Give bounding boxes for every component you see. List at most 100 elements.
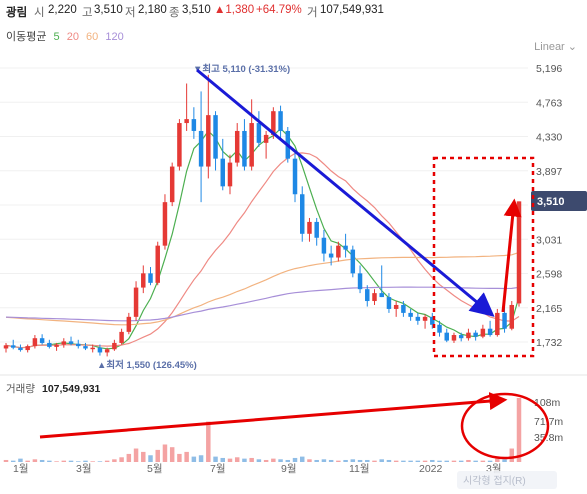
volume-bar	[54, 461, 59, 462]
candle-body	[372, 293, 377, 302]
open-value: 2,220	[48, 4, 77, 16]
close-label: 종	[169, 7, 180, 19]
volume-bar	[451, 460, 457, 462]
candle-body	[458, 335, 464, 339]
volume-bar	[292, 457, 298, 462]
price-tick-label: 3,897	[536, 166, 562, 178]
breakout-highlight-box	[432, 156, 535, 358]
time-tick-label: 2022	[419, 463, 443, 475]
candlestick-series	[3, 74, 522, 357]
volume-bar	[415, 460, 421, 462]
volume-bar	[234, 457, 240, 462]
watermark-text: 시각형 접지(R)	[463, 475, 526, 487]
volume-bar	[444, 460, 449, 462]
ma-20-line	[5, 152, 520, 349]
volume-bar	[227, 458, 233, 462]
candle-body	[422, 316, 428, 321]
candle-body	[213, 115, 218, 159]
time-tick-label: 5월	[147, 463, 163, 475]
volume-bar	[278, 459, 283, 462]
chevron-down-icon: ⌄	[567, 41, 577, 53]
close-value: 3,510	[182, 4, 211, 16]
candle-body	[365, 289, 370, 302]
price-grid	[0, 67, 528, 343]
volume-bar	[206, 421, 211, 462]
candle-body	[415, 316, 421, 321]
candle-body	[343, 245, 348, 250]
volume-bar	[90, 461, 95, 462]
volume-bar	[357, 459, 363, 462]
stock-header: 광림 시 2,220 고 3,510 저 2,180 종 3,510 ▲1,38…	[0, 0, 587, 22]
candle-body	[68, 341, 74, 344]
candle-body	[155, 245, 160, 283]
candle-body	[430, 316, 435, 325]
moving-average-legend[interactable]: 이동평균 5 20 60 120	[6, 28, 128, 44]
candle-body	[39, 338, 45, 343]
volume-bar	[343, 459, 348, 462]
candle-body	[386, 297, 392, 309]
candle-body	[112, 342, 117, 350]
candle-body	[54, 344, 59, 347]
open-label: 시	[34, 7, 45, 19]
volume-bar	[372, 460, 377, 462]
candle-body	[133, 287, 139, 317]
volume-bar	[285, 459, 291, 462]
candle-body	[141, 273, 146, 288]
volume-panel-label: 거래량	[6, 383, 35, 395]
volume-trend-arrow	[39, 392, 508, 439]
volume-bar	[10, 460, 16, 462]
price-tick-label: 4,763	[536, 97, 562, 109]
ma-120-label: 120	[105, 31, 124, 43]
price-tick-label: 3,031	[536, 234, 562, 246]
low-value: 2,180	[138, 4, 167, 16]
candle-body	[198, 130, 204, 167]
price-tick-label: 2,165	[536, 303, 562, 315]
volume-bar	[112, 459, 117, 462]
candle-body	[25, 346, 30, 351]
volume-bar	[321, 459, 327, 462]
volume-bar	[141, 451, 146, 462]
volume-bar	[162, 444, 168, 462]
candle-body	[408, 312, 413, 317]
volume-bar	[386, 459, 392, 462]
volume-bar	[3, 459, 9, 462]
price-tick-label: 2,598	[536, 269, 562, 281]
volume-bar	[495, 458, 500, 462]
volume-bar	[509, 448, 515, 462]
volume-bar	[350, 459, 356, 462]
volume-tick-label: 108m	[534, 397, 561, 409]
volume-label: 거	[307, 7, 318, 19]
volume-bar	[401, 460, 406, 462]
candle-body	[256, 123, 262, 143]
candle-body	[263, 134, 269, 143]
candle-body	[76, 343, 81, 347]
candle-body	[473, 332, 478, 337]
candle-body	[480, 328, 486, 337]
volume-bar	[18, 458, 23, 462]
moving-average-lines	[5, 127, 520, 350]
candle-body	[336, 245, 341, 258]
volume-bar	[155, 449, 160, 462]
volume-bar	[487, 460, 493, 462]
ma-60-line	[5, 251, 520, 326]
volume-panel-value: 107,549,931	[42, 383, 101, 395]
volume-bar	[249, 457, 254, 462]
candle-body	[184, 119, 189, 124]
time-tick-label: 7월	[210, 463, 226, 475]
candle-body	[162, 202, 168, 246]
volume-bar	[148, 455, 153, 462]
time-tick-label: 11월	[349, 463, 370, 475]
candle-body	[32, 338, 38, 347]
volume-bar	[516, 398, 522, 462]
ma-5-label: 5	[53, 31, 60, 43]
time-tick-label: 9월	[281, 463, 297, 475]
volume-bar	[198, 455, 204, 462]
volume-bar	[133, 448, 139, 462]
scale-mode-toggle[interactable]: Linear ⌄	[534, 40, 577, 53]
low-annotation: ▲최저 1,550 (126.45%)	[97, 359, 197, 371]
breakout-arrow	[501, 198, 522, 313]
volume-bar	[68, 460, 74, 462]
volume-bar	[39, 459, 45, 462]
candle-body	[321, 237, 327, 254]
